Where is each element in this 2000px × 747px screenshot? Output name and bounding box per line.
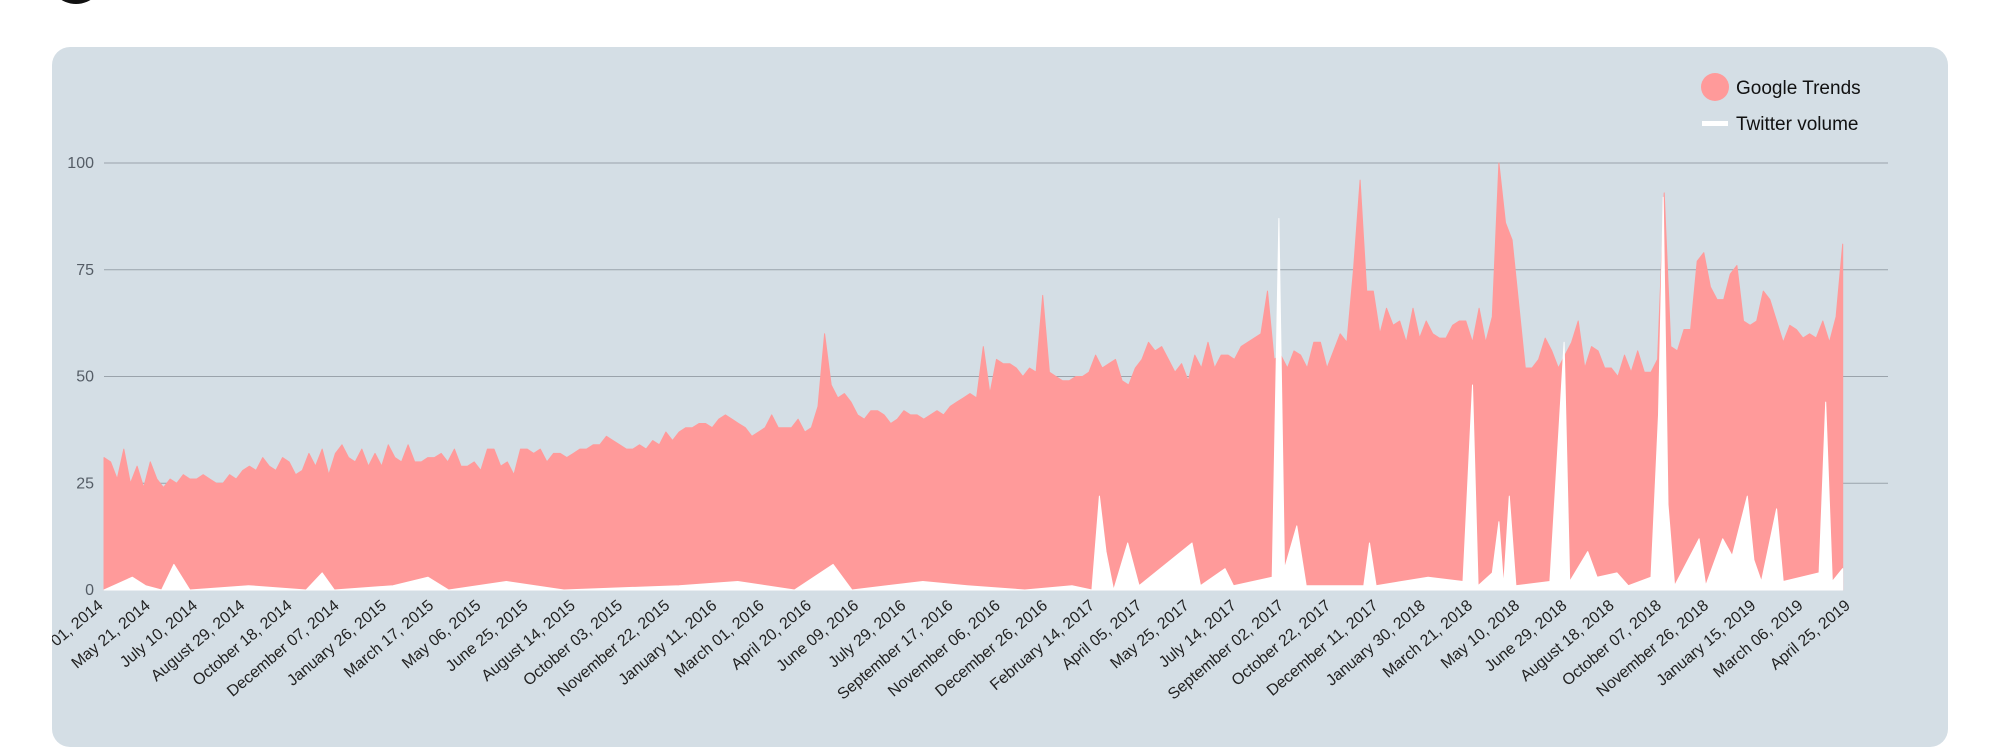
legend-google-trends-swatch bbox=[1701, 73, 1729, 101]
y-tick-label: 100 bbox=[67, 155, 94, 172]
legend-twitter-volume-label: Twitter volume bbox=[1736, 114, 1858, 135]
logo-mark bbox=[48, 0, 104, 4]
x-tick-label: June 09, 2016 bbox=[773, 597, 862, 675]
y-tick-label: 0 bbox=[85, 582, 94, 599]
y-tick-label: 50 bbox=[76, 369, 94, 386]
chart-panel: 0 25 50 75 100 April 01, 2014 May 21, 2014 Jul… bbox=[52, 47, 1948, 747]
twitter-volume-area bbox=[103, 196, 1844, 591]
x-tick-label: April 25, 2019 bbox=[1767, 597, 1854, 674]
legend: Google Trends Twitter volume bbox=[1701, 73, 1861, 135]
y-tick-label: 75 bbox=[76, 262, 94, 279]
y-axis-ticks: 0 25 50 75 100 bbox=[67, 155, 94, 599]
series-areas bbox=[103, 162, 1844, 591]
y-tick-label: 25 bbox=[76, 475, 94, 492]
x-tick-label: April 20, 2016 bbox=[728, 597, 815, 674]
x-tick-label: April 05, 2017 bbox=[1059, 597, 1146, 674]
legend-google-trends-label: Google Trends bbox=[1736, 78, 1861, 99]
legend-twitter-volume-swatch bbox=[1702, 121, 1728, 126]
